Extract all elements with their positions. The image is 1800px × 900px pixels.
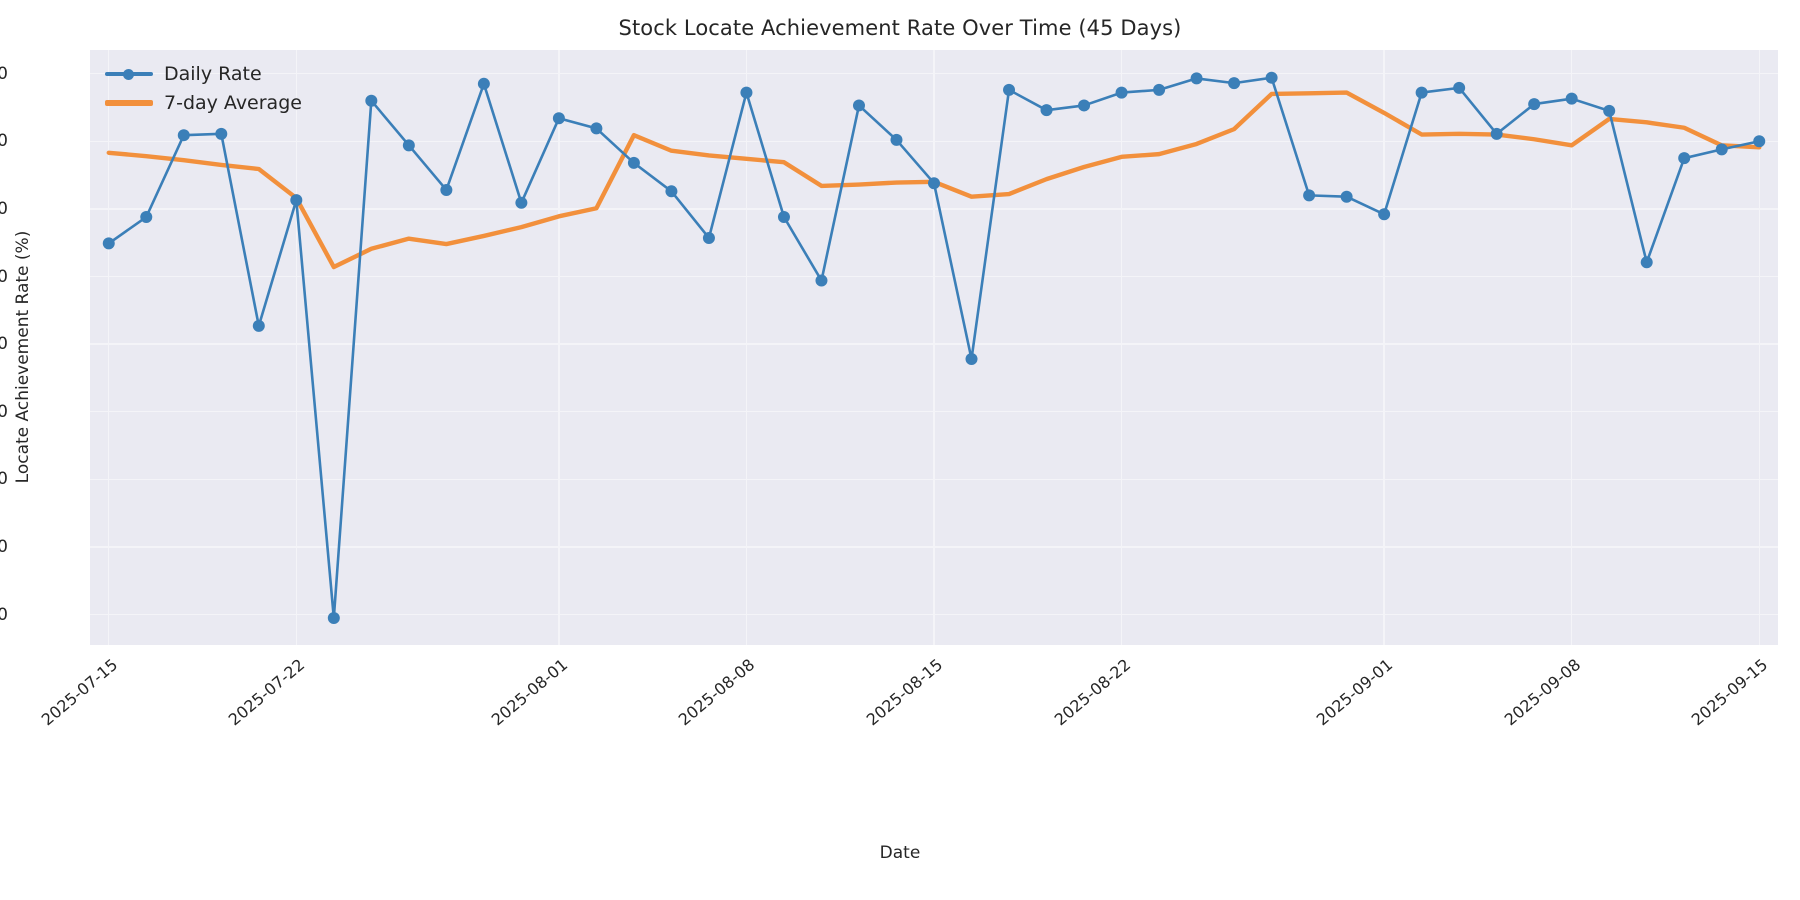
- gridline: [1758, 50, 1760, 645]
- page-title: Stock Locate Achievement Rate Over Time …: [618, 16, 1182, 40]
- data-point-marker: [1753, 135, 1766, 148]
- data-point-marker: [965, 352, 978, 365]
- data-point-marker: [1040, 104, 1053, 117]
- legend-swatch-line-icon: [105, 94, 153, 112]
- data-point-marker: [1303, 189, 1316, 202]
- data-point-marker: [777, 211, 790, 224]
- data-point-marker: [552, 112, 565, 125]
- legend-swatch-line-marker-icon: [105, 65, 153, 83]
- y-axis-label: Locate Achievement Rate (%): [13, 230, 33, 484]
- data-point-marker: [1228, 77, 1241, 90]
- x-axis-tick-label: 2025-07-22: [225, 655, 309, 730]
- chart-legend: Daily Rate 7-day Average: [101, 57, 310, 119]
- plot-area: [90, 50, 1778, 645]
- data-point-marker: [627, 156, 640, 169]
- data-point-marker: [1265, 71, 1278, 84]
- data-point-marker: [1528, 98, 1541, 111]
- gridline: [295, 50, 297, 645]
- gridline: [933, 50, 935, 645]
- gridline: [1120, 50, 1123, 645]
- data-point-marker: [1453, 81, 1466, 94]
- data-point-marker: [252, 319, 265, 332]
- x-axis-tick-label: 2025-08-22: [1050, 655, 1134, 730]
- data-point-marker: [440, 183, 453, 196]
- y-axis-tick-label: 90: [0, 131, 8, 152]
- series-line: [107, 76, 1761, 620]
- data-point-marker: [290, 194, 303, 207]
- x-axis-label: Date: [879, 843, 921, 863]
- data-point-marker: [1565, 92, 1578, 105]
- data-point-marker: [890, 133, 903, 146]
- y-axis-tick-label: 100: [0, 63, 8, 84]
- y-axis-tick-label: 80: [0, 198, 8, 219]
- data-point-marker: [590, 122, 603, 135]
- x-axis-tick-label: 2025-08-08: [675, 655, 759, 730]
- y-axis-tick-label: 70: [0, 266, 8, 287]
- data-point-marker: [702, 231, 715, 244]
- gridline: [1571, 50, 1573, 645]
- data-point-marker: [1715, 143, 1728, 156]
- data-point-marker: [1603, 104, 1616, 117]
- legend-label: Daily Rate: [164, 62, 262, 85]
- data-point-marker: [1678, 152, 1691, 165]
- data-point-marker: [1378, 208, 1391, 221]
- data-point-marker: [402, 139, 415, 152]
- gridline: [745, 50, 748, 645]
- data-point-marker: [140, 211, 153, 224]
- series-lines: [102, 71, 1766, 624]
- data-point-marker: [177, 129, 190, 142]
- data-point-marker: [928, 177, 940, 190]
- y-axis-tick-label: 30: [0, 536, 8, 557]
- data-point-marker: [1078, 99, 1091, 112]
- x-axis-tick-label: 2025-09-08: [1500, 655, 1584, 730]
- data-point-marker: [1640, 256, 1653, 269]
- legend-item-daily-rate[interactable]: Daily Rate: [105, 59, 302, 88]
- y-axis-tick-label: 40: [0, 469, 8, 490]
- x-axis-tick-label: 2025-09-15: [1688, 655, 1772, 730]
- gridline: [1383, 50, 1385, 645]
- data-point-marker: [852, 99, 865, 112]
- y-axis-tick-label: 20: [0, 604, 8, 625]
- data-point-marker: [740, 86, 753, 99]
- data-point-marker: [1415, 86, 1428, 99]
- data-point-marker: [515, 196, 528, 209]
- gridline: [108, 50, 110, 645]
- data-point-marker: [215, 127, 228, 140]
- data-point-marker: [665, 185, 678, 198]
- data-point-marker: [1115, 86, 1128, 99]
- legend-item-7-day-average[interactable]: 7-day Average: [105, 88, 302, 117]
- data-point-marker: [365, 94, 378, 107]
- legend-label: 7-day Average: [164, 91, 302, 114]
- data-point-marker: [1003, 83, 1016, 96]
- data-point-marker: [1153, 83, 1166, 96]
- x-axis-tick-label: 2025-09-01: [1312, 655, 1397, 730]
- x-axis-tick-label: 2025-08-01: [487, 655, 572, 730]
- y-axis-tick-label: 60: [0, 334, 8, 355]
- data-point-marker: [1340, 190, 1353, 203]
- x-axis-tick-label: 2025-08-15: [862, 655, 947, 730]
- data-point-marker: [1190, 72, 1203, 85]
- data-point-marker: [1490, 127, 1503, 140]
- data-point-marker: [815, 274, 828, 287]
- data-point-marker: [102, 237, 115, 250]
- data-point-marker: [477, 77, 490, 90]
- y-axis-tick-label: 50: [0, 401, 8, 422]
- data-point-marker: [327, 611, 340, 624]
- gridline: [558, 50, 560, 645]
